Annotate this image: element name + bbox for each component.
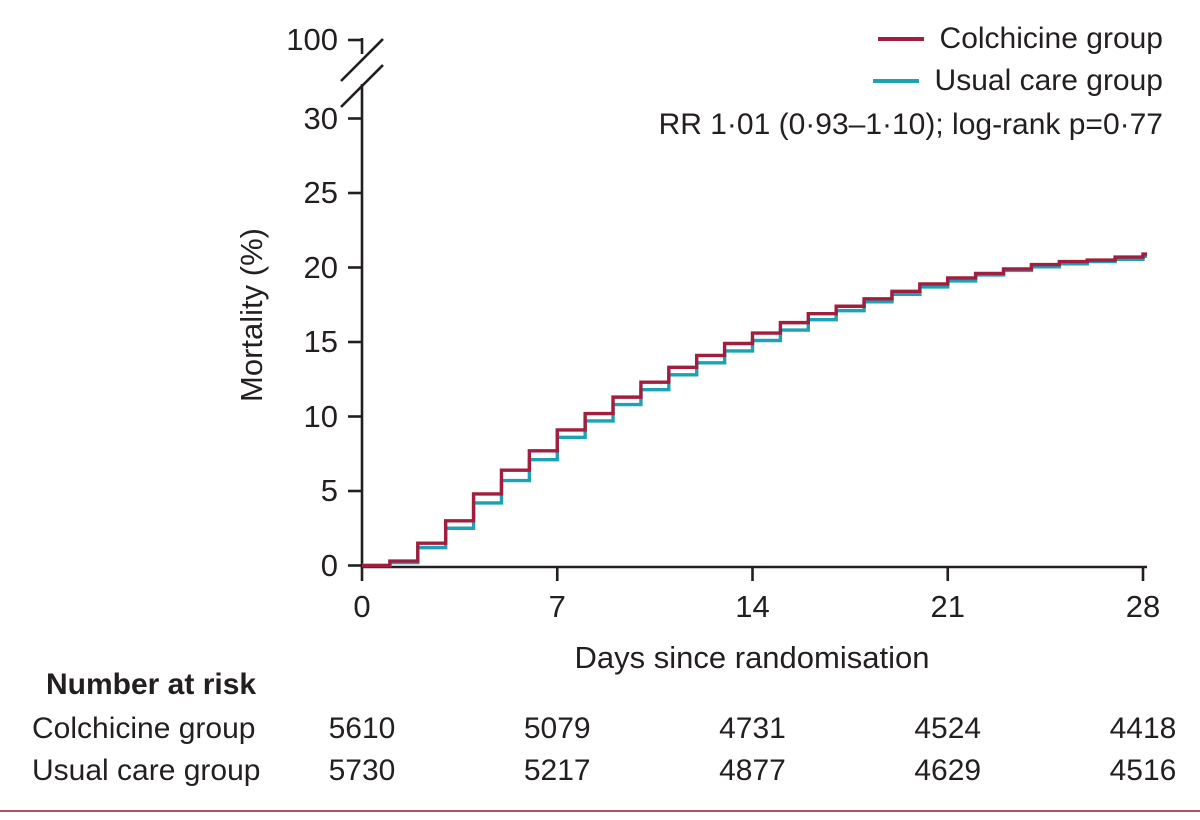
risk-ratio-annotation: RR 1·01 (0·93–1·10); log-rank p=0·77: [658, 108, 1163, 141]
risk-number: 4524: [914, 712, 982, 745]
legend-item-colchicine: Colchicine group: [873, 18, 1163, 60]
legend-item-usual-care: Usual care group: [872, 60, 1163, 102]
y-tick-label: 5: [320, 473, 338, 508]
usual-care-curve: [362, 254, 1147, 568]
usual-care-line-swatch-icon: [872, 79, 919, 83]
risk-number: 5217: [523, 754, 591, 787]
risk-number: 5610: [328, 712, 396, 745]
number-at-risk-title: Number at risk: [46, 668, 257, 701]
risk-number: 5079: [523, 712, 591, 745]
axis-break-slash-icon: [340, 64, 384, 108]
x-axis-title: Days since randomisation: [574, 640, 930, 675]
risk-row-label-usual-care: Usual care group: [32, 754, 261, 787]
colchicine-curve: [362, 252, 1147, 568]
x-tick-label: 28: [1125, 589, 1161, 624]
x-tick-label: 14: [735, 589, 770, 624]
colchicine-line-swatch-icon: [877, 37, 924, 41]
axis-break-slash-icon: [340, 38, 384, 82]
y-tick-label: 25: [303, 175, 338, 210]
x-tick-label: 7: [548, 589, 566, 624]
risk-row-label-colchicine: Colchicine group: [32, 712, 256, 745]
legend-label-colchicine: Colchicine group: [939, 22, 1163, 55]
x-tick-label: 0: [353, 589, 371, 624]
y-tick-label: 10: [303, 398, 338, 434]
legend: Colchicine group Usual care group: [872, 18, 1163, 102]
risk-number: 4731: [719, 712, 786, 745]
y-axis-title: Mortality (%): [234, 228, 269, 402]
y-tick-label-100: 100: [286, 22, 338, 57]
risk-number: 4516: [1109, 754, 1177, 787]
figure-bottom-rule: [0, 810, 1200, 812]
y-tick-label: 20: [303, 249, 338, 285]
risk-number: 4629: [914, 754, 982, 787]
x-tick-label: 21: [930, 589, 965, 624]
y-tick-label: 0: [320, 547, 338, 583]
risk-number: 4877: [719, 754, 786, 787]
y-tick-label: 15: [303, 324, 338, 359]
legend-label-usual-care: Usual care group: [934, 64, 1163, 97]
risk-number: 5730: [328, 754, 396, 787]
y-tick-label: 30: [303, 100, 338, 136]
risk-number: 4418: [1109, 712, 1177, 745]
